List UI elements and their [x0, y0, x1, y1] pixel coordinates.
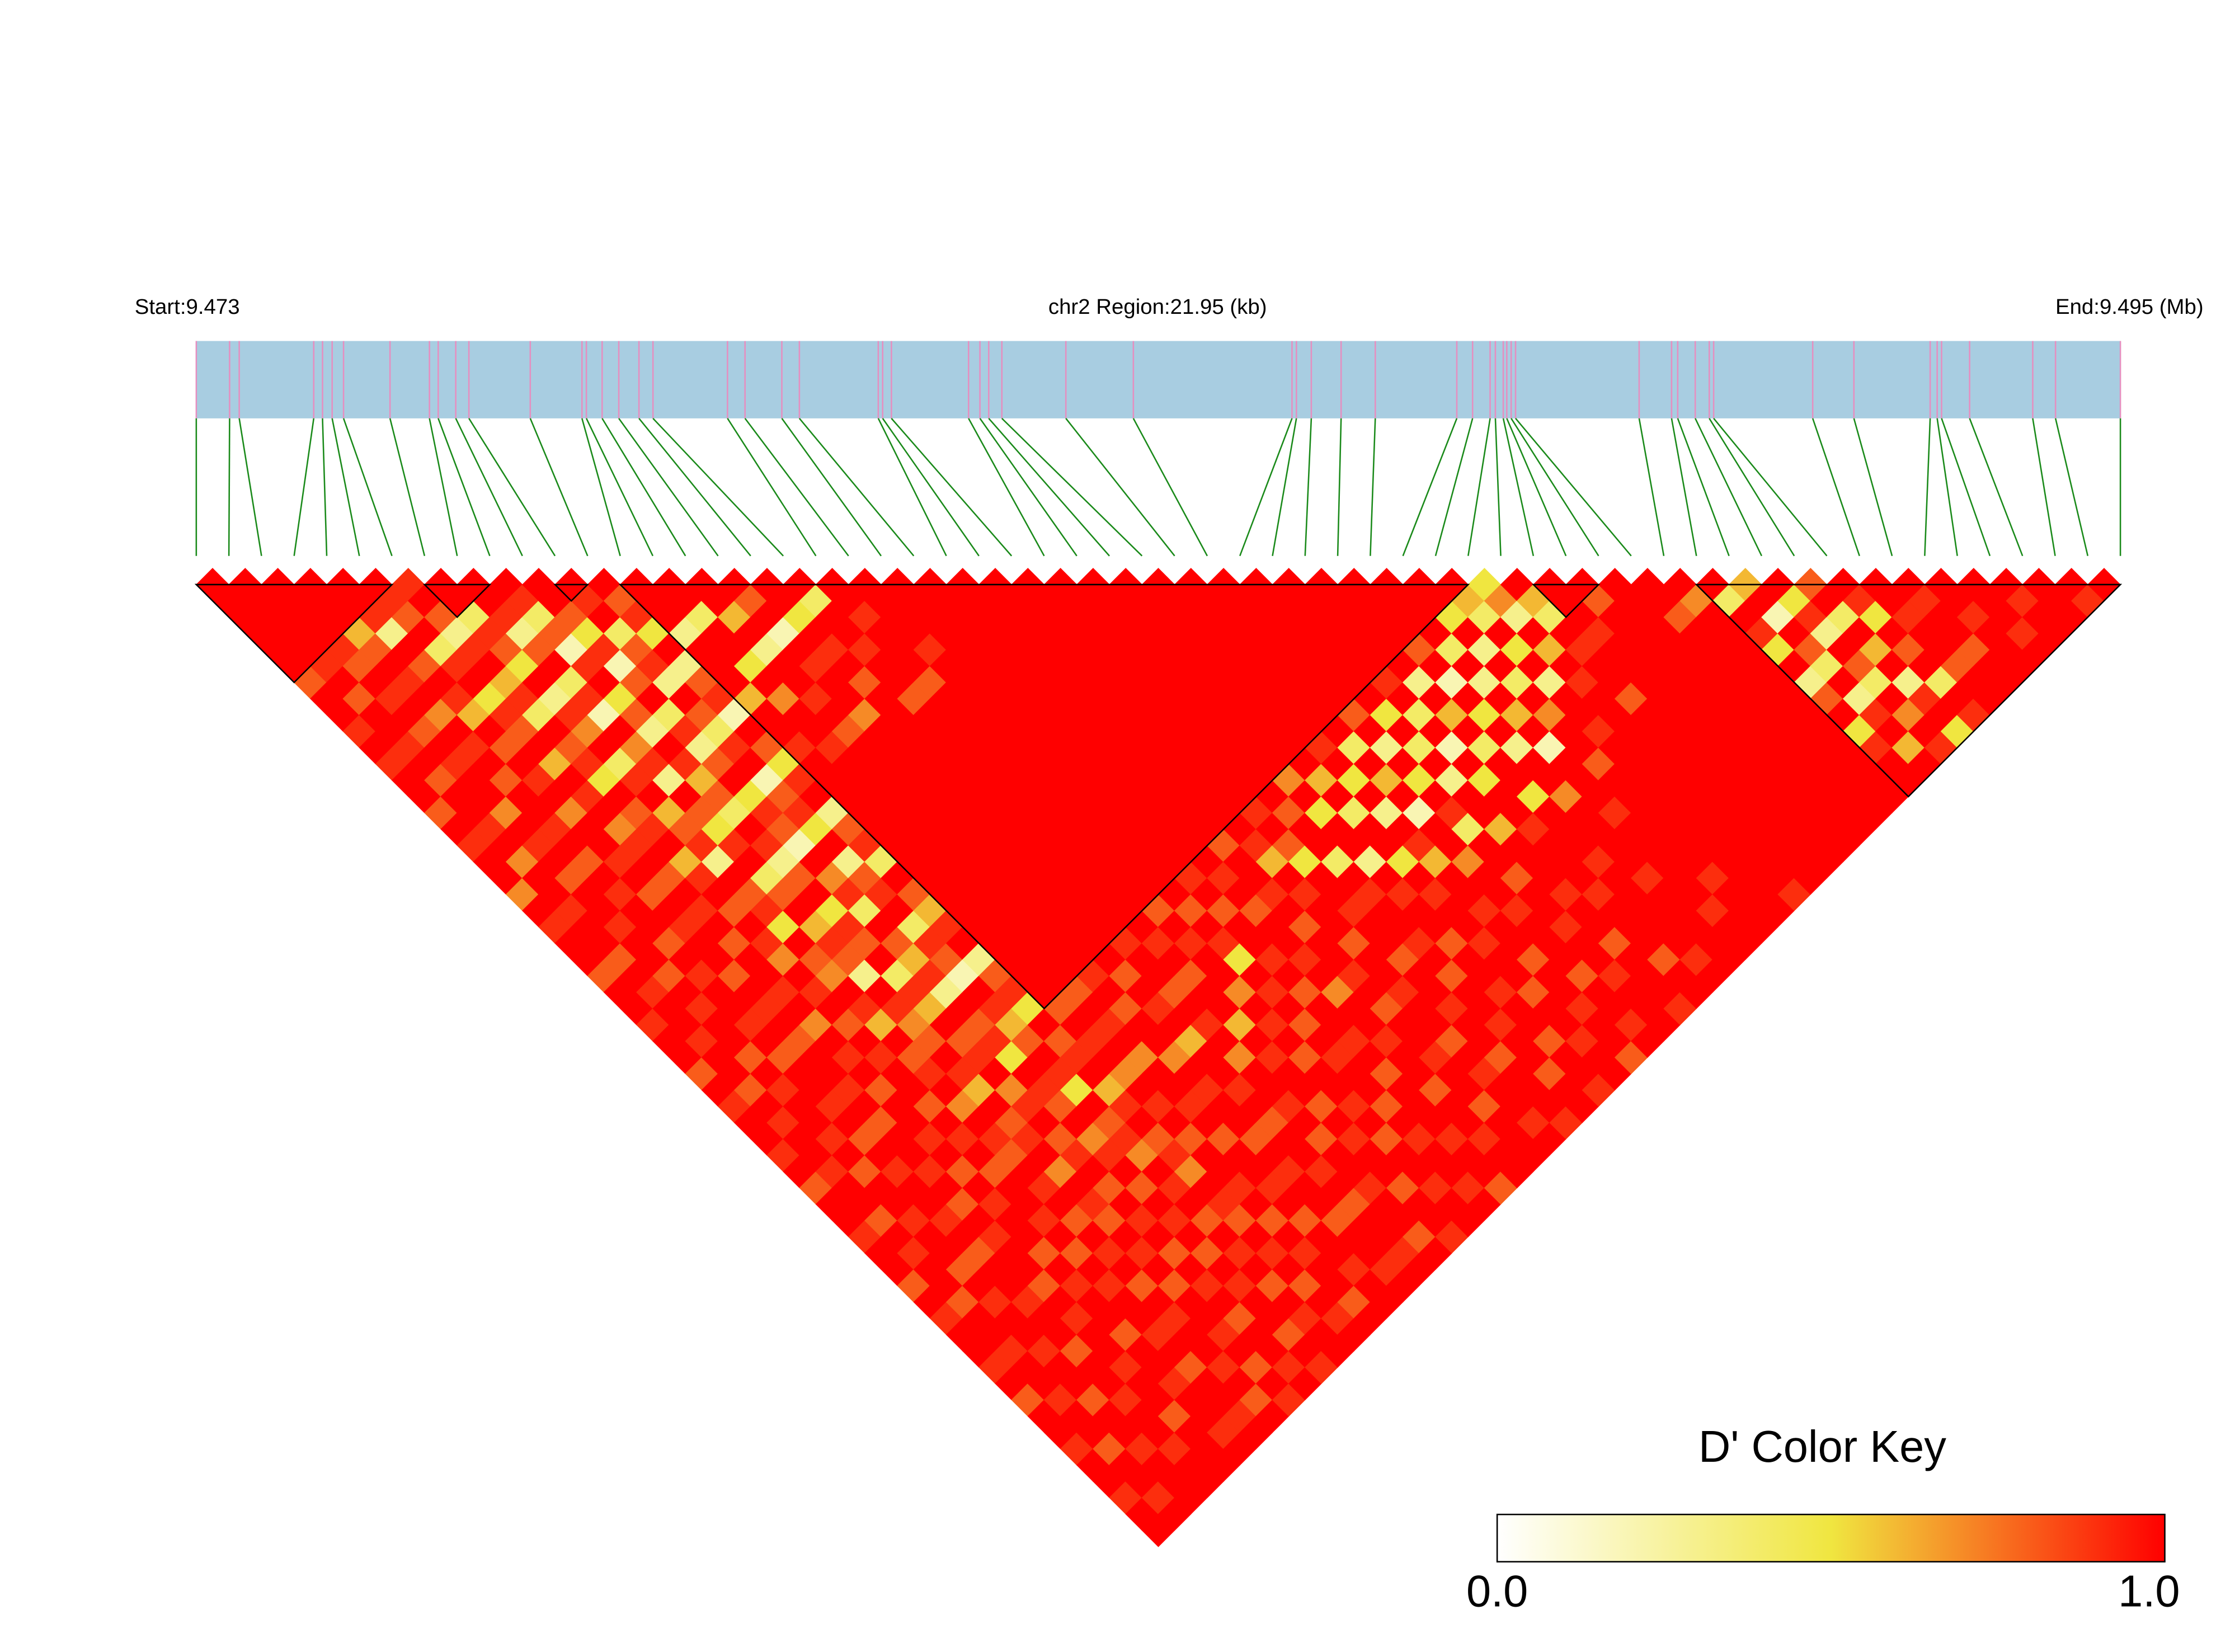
ld-block [422, 583, 492, 619]
snp-link [618, 418, 719, 557]
snp-link [429, 418, 458, 556]
snp-link [1467, 418, 1491, 556]
snp-link [1511, 418, 1599, 557]
snp-link [322, 418, 328, 556]
ld-block [1695, 583, 2123, 798]
snp-link [1494, 418, 1502, 556]
snp-link [1936, 418, 1958, 556]
snp-link [1695, 418, 1763, 557]
color-key [1496, 1513, 2166, 1562]
region-label: chr2 Region:21.95 (kb) [1048, 295, 1267, 319]
snp-link [1304, 418, 1312, 556]
snp-link [798, 418, 915, 557]
snp-link [744, 418, 849, 557]
snp-link [1239, 418, 1293, 557]
snp-link [1370, 418, 1376, 556]
snp-link [891, 418, 1013, 557]
snp-link [601, 418, 686, 557]
snp-link [727, 418, 817, 557]
color-key-title: D' Color Key [1698, 1422, 1946, 1471]
ld-block [618, 583, 1470, 1010]
snp-link [1638, 418, 1665, 556]
snp-link [342, 418, 393, 557]
ld-block [553, 583, 590, 602]
snp-link [1713, 418, 1828, 557]
snp-link [1515, 418, 1632, 557]
color-key-tick-label: 0.0 [1466, 1566, 1528, 1616]
snp-link [437, 418, 491, 557]
snp-link [1434, 418, 1474, 557]
start-label: Start:9.473 [135, 295, 240, 319]
snp-link [882, 418, 980, 557]
snp-link [1969, 418, 2024, 557]
snp-bar [196, 341, 2121, 418]
snp-link [652, 417, 784, 557]
snp-link [1001, 417, 1143, 557]
snp-link [1502, 418, 1535, 556]
snp-link [979, 418, 1077, 557]
snp-link [389, 418, 426, 557]
snp-link [1924, 418, 1931, 556]
snp-link [1337, 418, 1342, 556]
snp-link [1132, 418, 1208, 557]
snp-link [468, 418, 556, 557]
end-label: End:9.495 (Mb) [2055, 295, 2204, 319]
snp-link [238, 418, 262, 556]
snp-link [1811, 418, 1860, 557]
snp-link [293, 418, 315, 556]
snp-link [529, 418, 589, 557]
snp-link [1671, 418, 1697, 556]
snp-link [455, 418, 523, 557]
snp-link [988, 418, 1111, 557]
snp-link [1709, 418, 1795, 557]
snp-link [331, 418, 360, 556]
snp-link [638, 418, 751, 557]
snp-link [1677, 418, 1730, 557]
snp-link [877, 418, 947, 557]
snp-link [1941, 418, 1991, 557]
snp-link [1506, 418, 1567, 557]
ld-block [194, 583, 394, 684]
snp-link [1272, 418, 1297, 556]
snp-link [2054, 418, 2089, 557]
snp-link [781, 418, 882, 557]
snp-link [581, 418, 621, 557]
snp-link [1853, 418, 1893, 557]
snp-link [585, 418, 654, 557]
snp-link [1065, 418, 1175, 557]
snp-link [968, 418, 1045, 557]
snp-link [2032, 418, 2056, 556]
ld-block [1531, 583, 1601, 619]
snp-link [1402, 418, 1458, 557]
color-key-tick-label: 1.0 [2118, 1566, 2180, 1616]
